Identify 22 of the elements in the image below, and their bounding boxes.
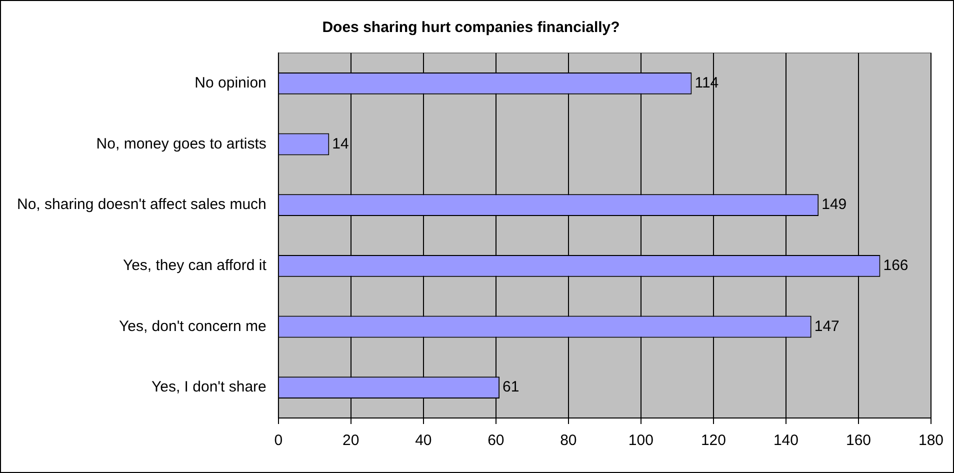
x-tick-label: 0 [274, 432, 283, 450]
x-tick-label: 40 [415, 432, 432, 450]
y-tick-label: No opinion [194, 74, 266, 92]
y-tick-label: No, sharing doesn't affect sales much [17, 196, 266, 214]
data-label: 61 [502, 378, 520, 396]
y-tick-label: No, money goes to artists [96, 135, 266, 152]
data-label: 166 [883, 257, 908, 274]
y-tick-label: Yes, don't concern me [118, 318, 266, 335]
x-tick-label: 80 [560, 432, 577, 450]
x-tick-label: 160 [846, 432, 872, 450]
x-tick-label: 120 [700, 432, 726, 450]
x-tick-label: 180 [918, 432, 944, 450]
data-label: 14 [332, 135, 349, 152]
x-tick-label: 20 [342, 432, 360, 450]
data-label: 147 [814, 318, 840, 335]
data-label: 149 [822, 196, 847, 214]
x-tick-label: 60 [488, 432, 504, 450]
chart-title: Does sharing hurt companies financially? [322, 19, 620, 36]
y-tick-label: Yes, they can afford it [122, 257, 268, 274]
x-tick-label: 100 [628, 432, 654, 450]
y-tick-label: Yes, I don't share [152, 378, 266, 396]
x-tick-label: 140 [773, 432, 798, 450]
